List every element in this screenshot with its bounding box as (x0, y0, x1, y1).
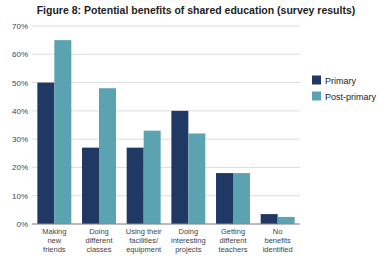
y-tick-label: 10% (12, 192, 28, 201)
x-tick-label: Doinginterestingprojects (171, 227, 206, 254)
x-tick-label: Doingdifferentclasses (86, 227, 114, 254)
y-tick-label: 50% (12, 79, 28, 88)
legend-swatch (312, 76, 321, 85)
y-tick-label: 40% (12, 107, 28, 116)
bar (233, 173, 250, 224)
bar (144, 131, 161, 224)
chart: Figure 8: Potential benefits of shared e… (0, 0, 392, 264)
y-tick-label: 0% (16, 220, 28, 229)
x-tick-label: Makingnewfriends (42, 227, 66, 254)
grid-line (32, 167, 300, 168)
bar (54, 40, 71, 224)
y-tick-label: 70% (12, 22, 28, 31)
grid-line (32, 82, 300, 83)
legend: Primary Post-primary (312, 76, 377, 102)
legend-swatch (312, 92, 321, 101)
x-axis (32, 224, 300, 225)
bar (82, 148, 99, 224)
y-tick-label: 30% (12, 135, 28, 144)
grid-line (32, 224, 300, 225)
bar (261, 214, 278, 224)
bar (171, 111, 188, 224)
y-tick-label: 60% (12, 50, 28, 59)
x-tick-label: Nobenefitsidentified (263, 227, 293, 254)
x-tick-label: Using theirfacilities/equipment (126, 227, 162, 254)
bar (188, 133, 205, 224)
title: Figure 8: Potential benefits of shared e… (37, 4, 356, 16)
legend-label: Primary (325, 76, 356, 86)
bar (216, 173, 233, 224)
grid-line (32, 195, 300, 196)
bar (37, 83, 54, 224)
bar (127, 148, 144, 224)
bars (37, 40, 294, 224)
y-tick-label: 20% (12, 163, 28, 172)
bar (278, 217, 295, 224)
grid (32, 26, 300, 224)
legend-label: Post-primary (325, 92, 377, 102)
grid-line (32, 54, 300, 55)
grid-line (32, 110, 300, 111)
grid-line (32, 26, 300, 27)
bar (99, 88, 116, 224)
grid-line (32, 139, 300, 140)
x-tick-label: Gettingdifferentteachers (219, 227, 248, 254)
